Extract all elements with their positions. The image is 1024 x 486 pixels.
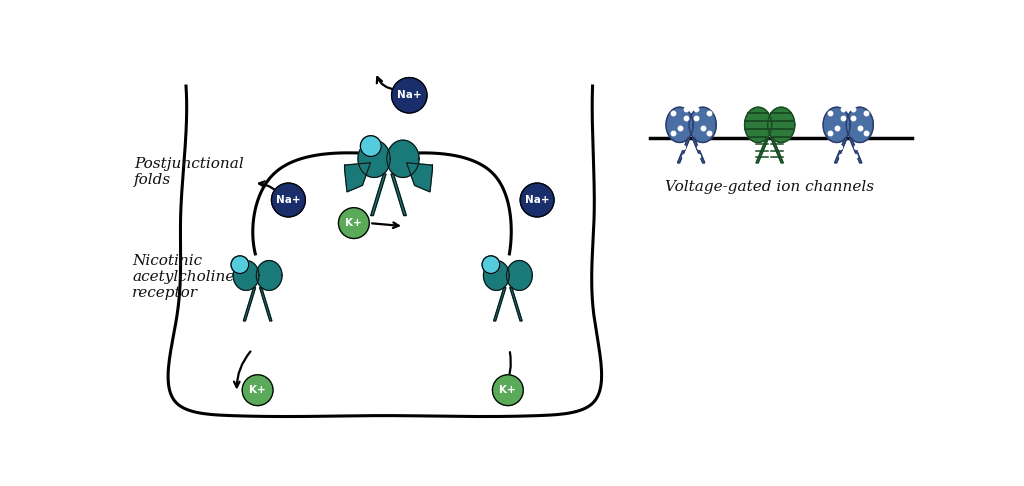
Polygon shape <box>260 288 271 321</box>
Polygon shape <box>850 139 862 163</box>
Polygon shape <box>692 139 705 163</box>
Polygon shape <box>233 260 259 290</box>
Polygon shape <box>483 260 509 290</box>
Text: Voltage-gated ion channels: Voltage-gated ion channels <box>666 180 874 194</box>
Text: K+: K+ <box>249 385 266 395</box>
Polygon shape <box>387 140 419 177</box>
Circle shape <box>243 375 273 406</box>
Text: Na+: Na+ <box>276 195 301 205</box>
Text: K+: K+ <box>345 218 362 228</box>
Polygon shape <box>756 139 768 163</box>
Polygon shape <box>244 288 256 321</box>
Polygon shape <box>358 140 390 177</box>
Text: Na+: Na+ <box>397 90 422 100</box>
Text: Postjunctional
folds: Postjunctional folds <box>134 157 244 188</box>
Circle shape <box>482 256 500 274</box>
Polygon shape <box>494 288 506 321</box>
Text: Nicotinic
acetylcholine
receptor: Nicotinic acetylcholine receptor <box>132 254 234 300</box>
Polygon shape <box>689 107 716 142</box>
Polygon shape <box>846 107 873 142</box>
Circle shape <box>391 78 427 113</box>
Polygon shape <box>510 288 522 321</box>
Polygon shape <box>371 174 386 216</box>
Polygon shape <box>744 107 772 142</box>
Polygon shape <box>507 260 532 290</box>
Circle shape <box>360 136 381 156</box>
Circle shape <box>271 183 305 217</box>
Circle shape <box>339 208 370 239</box>
Polygon shape <box>768 107 795 142</box>
Polygon shape <box>345 163 371 192</box>
Polygon shape <box>666 107 693 142</box>
Polygon shape <box>391 174 407 216</box>
Polygon shape <box>835 139 847 163</box>
Polygon shape <box>256 260 282 290</box>
Circle shape <box>520 183 554 217</box>
Circle shape <box>231 256 249 274</box>
Polygon shape <box>823 107 850 142</box>
Polygon shape <box>771 139 783 163</box>
Circle shape <box>493 375 523 406</box>
Text: Na+: Na+ <box>525 195 550 205</box>
Polygon shape <box>678 139 690 163</box>
Polygon shape <box>407 163 432 192</box>
Text: K+: K+ <box>500 385 516 395</box>
